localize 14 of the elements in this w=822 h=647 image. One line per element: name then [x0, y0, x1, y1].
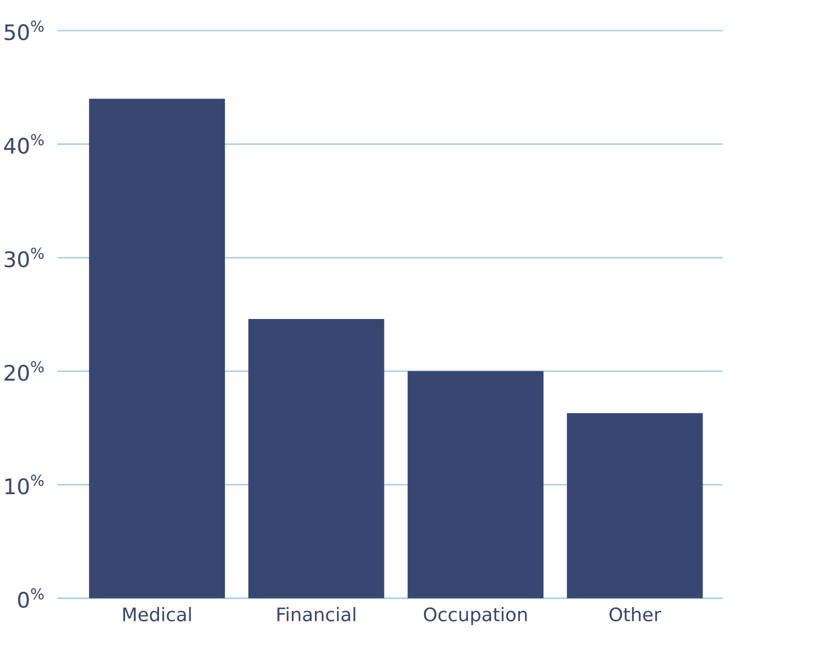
y-tick-label: 20$^{%}$: [4, 360, 44, 381]
x-tick-label: Occupation: [424, 606, 527, 625]
y-tick-label: 0$^{%}$: [18, 588, 44, 608]
x-tick-label: Financial: [277, 606, 356, 622]
x-tick-label: Other: [610, 606, 662, 622]
y-tick-label: 50$^{%}$: [4, 20, 44, 40]
bar: [248, 318, 384, 598]
bar: [566, 412, 703, 598]
y-tick-label: 40$^{%}$: [4, 134, 44, 154]
bar: [408, 370, 544, 598]
bar: [89, 98, 225, 598]
x-tick-label: Medical: [123, 606, 191, 622]
y-tick-label: 30$^{%}$: [4, 247, 44, 268]
y-tick-label: 10$^{%}$: [5, 474, 44, 494]
